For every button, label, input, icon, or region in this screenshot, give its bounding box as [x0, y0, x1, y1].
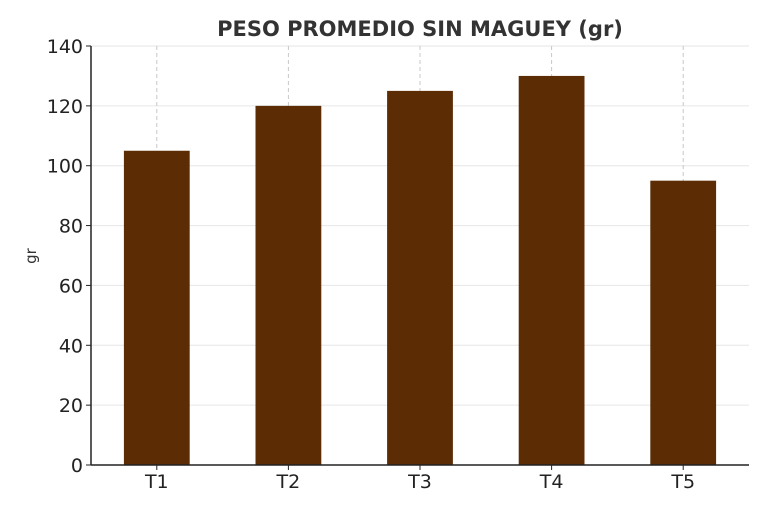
- y-tick-label-4: 80: [59, 216, 83, 238]
- x-tick-label-3: T4: [539, 471, 564, 493]
- bar-T2: [255, 105, 322, 465]
- bar-T1: [123, 150, 190, 465]
- x-tick-label-4: T5: [670, 471, 695, 493]
- bar-T3: [387, 90, 453, 466]
- y-axis-label: gr: [22, 247, 40, 264]
- bar-T5: [650, 180, 717, 465]
- y-tick-label-1: 20: [59, 395, 83, 417]
- y-tick-label-2: 40: [59, 335, 83, 357]
- y-tick-label-0: 0: [71, 455, 83, 477]
- y-tick-label-5: 100: [47, 156, 83, 178]
- axes: [86, 45, 749, 470]
- bar-T4: [518, 75, 585, 465]
- y-tick-label-7: 140: [47, 36, 83, 58]
- x-tick-label-1: T2: [276, 471, 301, 493]
- bars: [123, 75, 717, 466]
- x-tick-label-2: T3: [407, 471, 432, 493]
- y-tick-label-3: 60: [59, 275, 83, 297]
- y-tick-label-6: 120: [47, 96, 83, 118]
- tick-labels: 0 20 40 60 80 100 120 140 T1 T2 T3 T4 T5: [47, 36, 695, 493]
- chart-title: PESO PROMEDIO SIN MAGUEY (gr): [217, 17, 623, 41]
- x-tick-label-0: T1: [144, 471, 169, 493]
